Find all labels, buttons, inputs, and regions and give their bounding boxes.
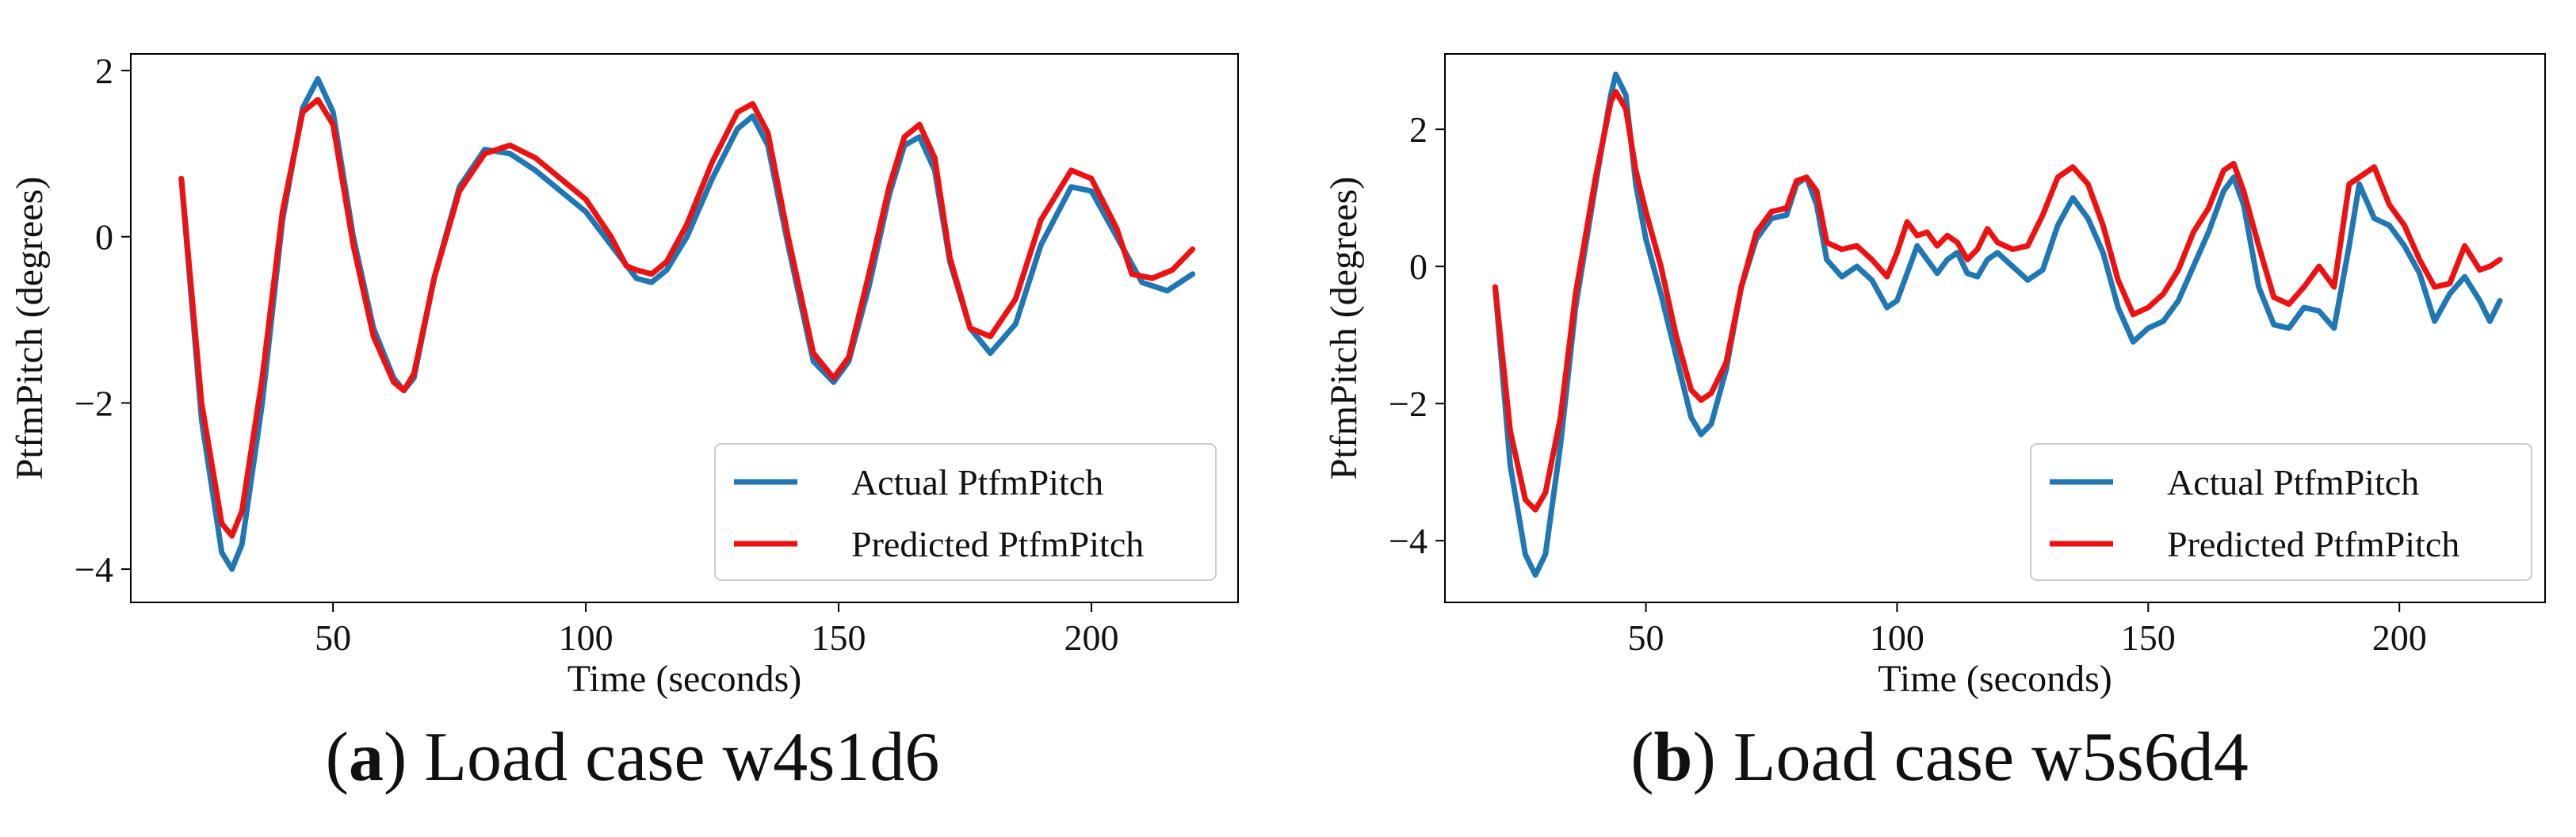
caption-a: (a) Load case w4s1d6 [325, 719, 940, 796]
y-axis-label: PtfmPitch (degrees) [1323, 177, 1365, 480]
y-tick-label: 0 [95, 217, 113, 258]
x-tick-label: 150 [2121, 617, 2176, 658]
y-tick-label: 2 [1409, 109, 1428, 150]
y-tick-label: −2 [75, 383, 113, 423]
y-axis-label: PtfmPitch (degrees) [9, 177, 51, 480]
x-axis-label: Time (seconds) [1878, 658, 2112, 700]
y-tick-label: 2 [95, 51, 113, 91]
legend-label-actual: Actual PtfmPitch [851, 462, 1103, 503]
chart-panel-b: 50 100 150 200 −4 −2 0 2 Time (seconds) PtfmPitch… [1323, 53, 2546, 700]
legend-label-predicted: Predicted PtfmPitch [2167, 524, 2459, 564]
series-line-actual [178, 76, 1196, 572]
x-tick-label: 50 [1628, 617, 1664, 658]
x-tick-label: 50 [315, 617, 351, 658]
legend-label-actual: Actual PtfmPitch [2167, 462, 2419, 503]
series-line-predicted [178, 97, 1196, 539]
x-tick-label: 200 [2372, 617, 2427, 658]
x-tick-label: 200 [1064, 617, 1119, 658]
legend-box [714, 443, 1217, 581]
legend-box [2030, 443, 2532, 581]
caption-b: (b) Load case w5s6d4 [1630, 719, 2249, 796]
chart-panel-a: 50 100 150 200 −4 −2 0 2 Time (seconds) PtfmPitch… [9, 51, 1239, 700]
x-tick-label: 100 [559, 617, 613, 658]
y-tick-label: −2 [1389, 384, 1428, 424]
y-tick-label: −4 [75, 549, 113, 590]
plot-frame [1444, 53, 2546, 603]
series-line-actual [1492, 71, 2503, 578]
plot-frame [130, 53, 1239, 603]
y-tick-label: −4 [1389, 521, 1428, 561]
series-line-predicted [1492, 89, 2503, 513]
series-group [1492, 71, 2503, 578]
x-tick-label: 150 [812, 617, 866, 658]
x-axis-label: Time (seconds) [568, 658, 802, 700]
legend-label-predicted: Predicted PtfmPitch [851, 524, 1144, 564]
series-group [178, 76, 1196, 572]
y-tick-label: 0 [1409, 247, 1428, 287]
x-tick-label: 100 [1870, 617, 1924, 658]
